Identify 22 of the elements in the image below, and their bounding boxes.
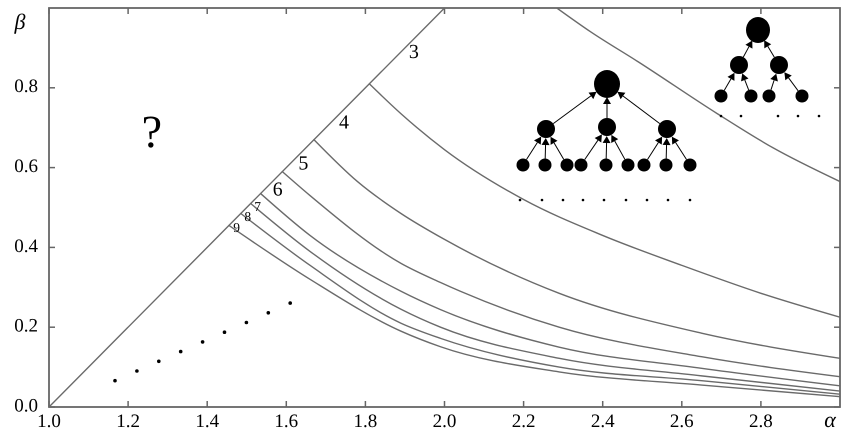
- annotation: 3: [408, 41, 419, 63]
- annotation: 4: [339, 111, 350, 134]
- annotation: ?: [142, 106, 162, 158]
- x-tick-label: 1.6: [274, 411, 298, 432]
- x-tick-label: 2.0: [432, 411, 456, 432]
- x-tick-label: 1.8: [354, 411, 378, 432]
- x-tick-label: 1.4: [195, 411, 220, 432]
- x-axis-title: α: [824, 407, 836, 432]
- x-tick-label: 1.2: [116, 411, 140, 432]
- y-tick-label: 0.8: [14, 76, 38, 98]
- y-tick-label: 0.2: [14, 316, 38, 337]
- x-tick-label: 2.6: [670, 411, 694, 432]
- y-tick-label: 0.4: [14, 236, 38, 257]
- x-tick-label: 1.0: [37, 411, 61, 432]
- y-tick-label: 0.6: [14, 156, 38, 177]
- x-tick-label: 2.8: [749, 411, 773, 432]
- y-tick-label: 0.0: [14, 395, 38, 416]
- x-tick-label: 2.2: [512, 411, 536, 432]
- y-axis-title: β: [14, 9, 26, 34]
- x-tick-label: 2.4: [590, 411, 616, 432]
- annotation: 5: [298, 152, 308, 174]
- annotation: 6: [272, 178, 283, 200]
